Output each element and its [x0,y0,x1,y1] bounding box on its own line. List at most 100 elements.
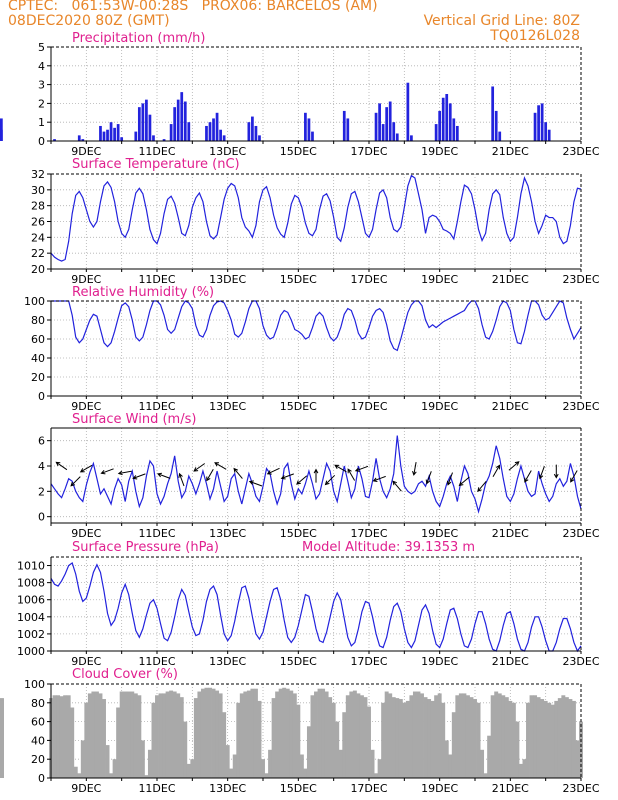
psfc-xtick-label-5: 19DEC [421,655,458,668]
cloud-bar-128 [501,695,506,778]
cloud-bar-126 [494,691,499,778]
rh-xtick-label-4: 17DEC [350,400,387,413]
cloud-bar-48 [218,693,223,778]
wind-series-line [50,435,582,514]
cloud-bar-40 [190,759,195,778]
cloud-xtick-label-1: 11DEC [138,782,175,795]
psfc-xtick-label-0: 9DEC [71,655,101,668]
psfc-title: Surface Pressure (hPa) [72,540,219,555]
precip-bar-35 [173,107,177,141]
precip-bar-28 [148,114,152,141]
precip-ytick-label-3: 3 [38,79,45,92]
cloud-bar-93 [377,759,382,778]
precip-bar-36 [176,99,180,141]
precip-bar-94 [381,124,385,141]
precip-bar-8 [77,135,81,141]
cloud-bar-103 [412,691,417,778]
cloud-bar-106 [423,697,428,778]
cloud-bar-59 [257,700,262,778]
cloud-bar-10 [84,702,89,778]
rh-ytick-label-3: 60 [31,333,45,346]
cloud-bar-114 [451,712,456,778]
cloud-bar-138 [536,697,541,778]
cloud-ytick-label-1: 20 [31,753,45,766]
cloud-bar-90 [367,706,371,778]
cloud-bar-31 [158,693,163,778]
cloud-bar-154 [0,700,4,778]
cloud-bar-108 [430,700,435,778]
cloud-xtick-label-5: 19DEC [421,782,458,795]
cloud-bar-25 [137,695,142,778]
wind-arrow-16 [313,468,319,483]
cloud-bar-61 [264,773,269,778]
cloud-bar-44 [204,687,209,778]
precip-bar-59 [258,135,261,141]
precip-bar-45 [208,122,212,141]
cloud-bar-35 [172,691,177,778]
precip-bar-14 [99,125,102,141]
cloud-bar-29 [151,702,156,778]
wind-arrow-27 [477,480,487,492]
cloud-bar-57 [250,688,255,778]
cloud-bar-16 [105,745,110,778]
temp-series-line [50,174,582,262]
precip-bar-49 [222,135,226,141]
precip-ytick-label-5: 5 [38,41,45,54]
wind-arrow-1 [70,476,81,487]
cloud-bar-73 [306,726,311,778]
psfc-xtick-label-3: 15DEC [280,655,317,668]
cloud-bar-20 [119,691,124,778]
precip-bar-57 [251,116,254,141]
temp-xtick-label-7: 23DEC [562,273,599,286]
cloud-bar-18 [112,759,117,778]
cloud-bar-78 [324,691,329,778]
temp-ytick-label-0: 20 [31,263,45,276]
precip-xtick-label-3: 15DEC [280,145,317,158]
cloud-bar-110 [437,693,442,778]
precip-bar-152 [0,129,3,141]
precip-xtick-label-7: 23DEC [562,145,599,158]
cloud-bar-104 [416,691,421,778]
wind-arrow-8 [193,463,205,472]
cloud-ytick-label-0: 0 [38,772,45,785]
precip-bar-56 [247,122,251,141]
cloud-bar-81 [335,721,340,778]
temp-ytick-label-1: 22 [31,247,45,260]
cloud-bar-8 [77,773,82,778]
cloud-bar-116 [458,693,463,778]
cloud-bar-69 [292,693,297,778]
rh-series-line [51,300,582,352]
psfc-xtick-label-7: 23DEC [562,655,599,668]
precip-bar-29 [152,135,155,141]
cloud-bar-47 [215,690,220,778]
precip-xtick-label-6: 21DEC [492,145,529,158]
temp-xtick-label-6: 21DEC [492,273,529,286]
cloud-bar-80 [331,702,336,778]
rh-ytick-label-0: 0 [38,390,45,403]
precip-bar-102 [410,135,413,141]
temp-xtick-label-3: 15DEC [280,273,317,286]
cloud-bar-83 [342,712,347,778]
cloud-bar-38 [183,721,188,778]
cloud-bar-79 [328,697,333,778]
wind-xtick-label-7: 23DEC [562,527,599,540]
precip-bar-18 [113,127,116,141]
wind-arrow-3 [100,468,114,475]
wind-xtick-label-4: 17DEC [350,527,387,540]
precip-bar-72 [304,112,307,141]
precip-bar-9 [81,139,85,141]
cloud-bar-112 [444,740,449,778]
cloud-xtick-label-0: 9DEC [71,782,101,795]
cloud-bar-84 [345,695,350,778]
wind-arrow-23 [412,462,417,476]
cloud-bar-147 [568,699,573,778]
precip-bar-101 [406,82,410,141]
wind-xtick-label-3: 15DEC [280,527,317,540]
wind-arrow-15 [296,475,308,485]
wind-arrow-4 [117,470,132,476]
psfc-xtick-label-1: 11DEC [138,655,175,668]
cloud-bar-7 [73,766,78,778]
precip-bar-126 [494,110,498,141]
cloud-bar-139 [540,699,545,778]
